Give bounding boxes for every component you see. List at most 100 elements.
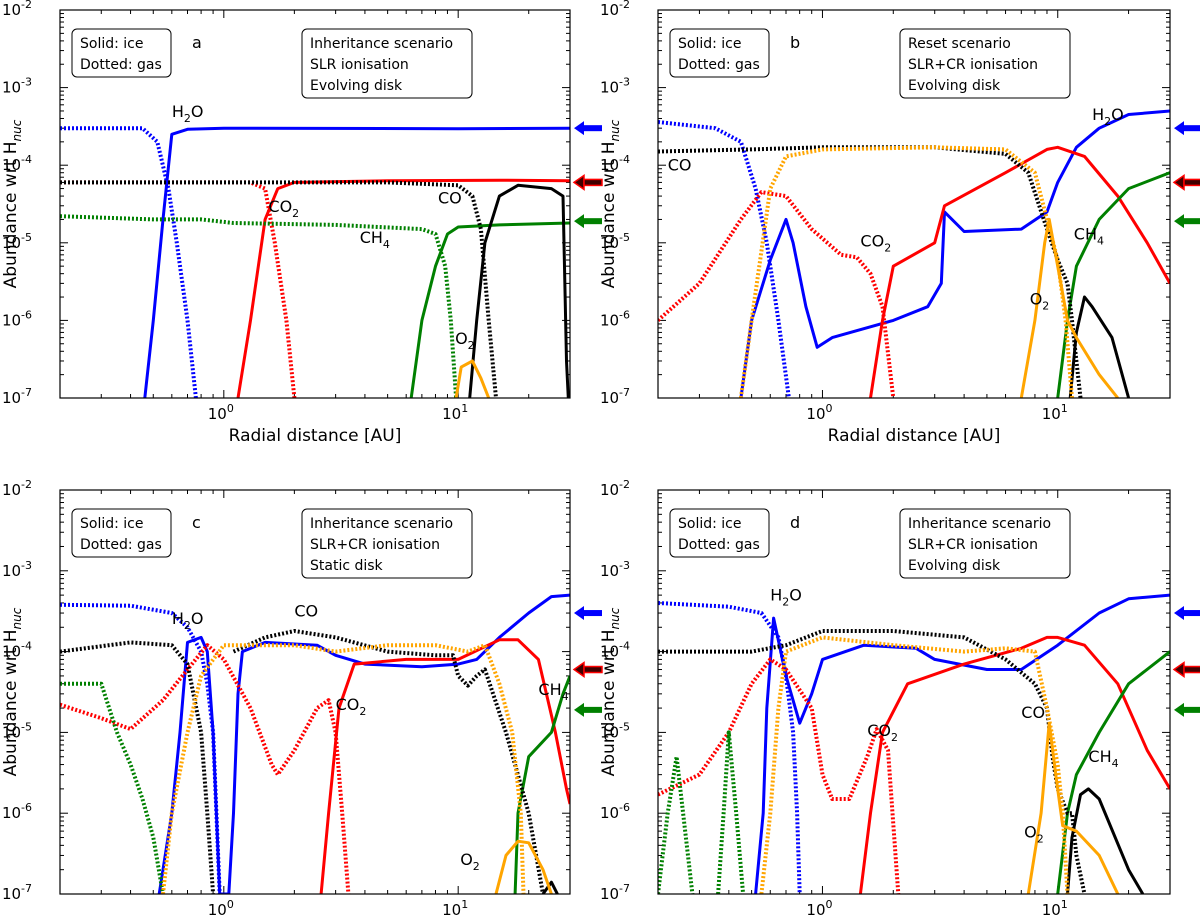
x-tick-exponent: 1 [1061, 898, 1068, 911]
y-tick-label: 10-7 [600, 882, 630, 903]
species-label-sub: 2 [884, 241, 891, 254]
species-label-sub: 2 [891, 731, 898, 744]
species-label-ch4: CH4 [1088, 747, 1118, 770]
species-label-sub: 2 [359, 705, 366, 718]
arrow-shaft [583, 665, 603, 674]
arrow-head [1174, 606, 1184, 621]
species-label-co: CO [294, 602, 318, 621]
x-tick-exponent: 0 [227, 898, 234, 911]
y-tick-exponent: -6 [619, 308, 630, 321]
species-label-ch4: CH4 [1074, 225, 1104, 248]
y-axis-label: Abundance wrt Hnuc [1, 607, 24, 776]
species-label-tail: O [191, 609, 204, 628]
y-tick-label: 10-3 [600, 76, 630, 97]
reference-arrow [1174, 214, 1200, 229]
series-o2-ice [1026, 721, 1120, 894]
arrow-shaft [1183, 178, 1200, 187]
species-label-sub: 2 [782, 595, 789, 608]
x-tick-exponent: 1 [1061, 402, 1068, 415]
series-h2o-ice [157, 593, 570, 894]
series-o2-gas [161, 643, 526, 894]
arrow-head [1174, 121, 1184, 136]
arrow-head [1174, 702, 1184, 717]
series-group [658, 593, 1170, 894]
x-tick-exponent: 1 [461, 402, 468, 415]
axes-frame [59, 9, 571, 399]
scenario-text: SLR ionisation [310, 57, 409, 73]
series-co-ice [1066, 787, 1145, 894]
arrow-shaft [584, 706, 602, 713]
legend-text: Dotted: gas [80, 537, 162, 553]
species-label-h2o: H2O [172, 102, 204, 125]
legend-text: Solid: ice [80, 516, 144, 532]
panel-label: d [790, 513, 800, 532]
scenario-text: Static disk [310, 558, 384, 574]
series-co-gas [232, 629, 545, 894]
scenario-text: Evolving disk [310, 78, 403, 94]
y-tick-label: 10-6 [2, 801, 32, 822]
scenario-text: Reset scenario [908, 36, 1011, 52]
y-tick-label: 10-3 [2, 559, 32, 580]
reference-arrow [1172, 173, 1200, 191]
reference-arrow [1174, 606, 1200, 621]
species-label-co: CO [438, 189, 462, 208]
panel-label: c [192, 513, 201, 532]
legend-box [71, 508, 172, 558]
y-tick-exponent: -2 [21, 0, 32, 11]
species-label-sub: 2 [1104, 115, 1111, 128]
series-ch4-gas [60, 214, 459, 398]
arrow-shaft [584, 610, 602, 617]
series-ch4-gas [716, 730, 746, 894]
series-o2-gas [759, 635, 1070, 894]
arrow-shaft [1184, 610, 1200, 617]
species-label-ch4: CH4 [538, 680, 568, 703]
species-label-sub: 2 [1042, 300, 1049, 313]
y-tick-exponent: -4 [21, 153, 32, 166]
legend-text: Dotted: gas [678, 537, 760, 553]
arrow-head [1172, 173, 1185, 191]
species-label-sub: 4 [383, 238, 390, 251]
series-co2-ice [869, 145, 1170, 398]
series-co-gas [658, 629, 1087, 894]
axes-frame [657, 489, 1171, 895]
panel-label: a [192, 33, 202, 52]
y-tick-exponent: -5 [21, 231, 32, 244]
axes-frame [657, 9, 1171, 399]
legend-text: Solid: ice [678, 516, 742, 532]
legend-text: Solid: ice [80, 36, 144, 52]
y-tick-exponent: -3 [619, 76, 630, 89]
species-label-tail: O [191, 102, 204, 121]
series-group [60, 126, 570, 398]
arrow-shaft [583, 178, 603, 187]
scenario-text: SLR+CR ionisation [908, 57, 1038, 73]
scenario-box [301, 28, 473, 99]
scenario-text: Evolving disk [908, 558, 1001, 574]
series-co2-ice [236, 178, 570, 398]
y-tick-label: 10-2 [2, 0, 32, 19]
scenario-text: Inheritance scenario [310, 516, 453, 532]
species-label-co2: CO2 [860, 231, 891, 254]
y-tick-exponent: -5 [619, 231, 630, 244]
series-co2-gas [658, 190, 896, 398]
y-tick-exponent: -3 [619, 559, 630, 572]
y-tick-exponent: -6 [21, 308, 32, 321]
x-tick-label: 101 [1042, 402, 1068, 423]
series-group [658, 109, 1170, 398]
arrow-shaft [584, 218, 602, 225]
y-tick-exponent: -5 [619, 720, 630, 733]
arrow-head [574, 214, 584, 229]
legend-text: Dotted: gas [80, 57, 162, 73]
y-axis-label-sub: nuc [10, 119, 24, 141]
x-tick-exponent: 0 [826, 898, 833, 911]
x-tick-exponent: 0 [227, 402, 234, 415]
y-tick-label: 10-6 [600, 308, 630, 329]
reference-arrow [572, 173, 603, 191]
axes-frame [59, 489, 571, 895]
series-o2-ice [494, 839, 553, 894]
species-label-tail: O [789, 585, 802, 604]
y-tick-exponent: -7 [619, 386, 630, 399]
